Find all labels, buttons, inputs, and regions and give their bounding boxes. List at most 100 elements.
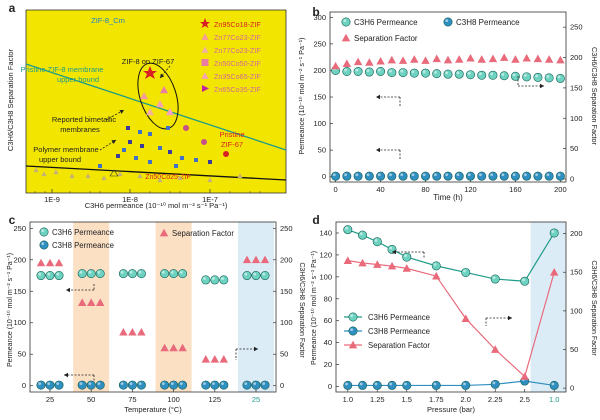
panel-b-c3h8-point: [342, 171, 352, 181]
panel-b-sf-point: [342, 59, 352, 67]
panel-b-c3h6-point-shine: [411, 70, 415, 74]
panel-d-ytick-label: 0: [328, 382, 332, 391]
panel-c-c3h6-point-shine: [203, 277, 206, 280]
polymer-marker-11: [237, 173, 243, 179]
panel-b-c3h8-point: [544, 171, 554, 181]
panel-b-c3h6-point-shine: [535, 74, 539, 78]
bimetallic-triangle-0: [140, 92, 148, 100]
panel-b-ylabel-left: Permeance (10⁻¹⁰ mol m⁻² s⁻¹ Pa⁻¹): [297, 37, 306, 154]
panel-b-c3h6-point: [398, 68, 408, 78]
panel-c-c3h8-point-shine: [221, 382, 224, 386]
panel-c-c3h8-point-shine: [47, 382, 51, 386]
panel-b-ytick-label: 150: [313, 93, 326, 102]
legend-b-c3h8-label: C3H8 Permeance: [456, 18, 520, 27]
panel-d-c3h8-point: [490, 379, 500, 389]
bimetallic-label-2: membranes: [60, 125, 100, 134]
panel-c-sf-point: [160, 343, 169, 352]
legend-c-c3h8-label: C3H8 Permeance: [52, 241, 114, 250]
panel-d-ytick-label: 80: [324, 294, 332, 303]
panel-d-c3h8-point-shine: [389, 382, 393, 386]
panel-d-xlabel: Pressure (bar): [427, 405, 475, 414]
panel-d-y2tick-label: 50: [570, 345, 578, 354]
panel-c-c3h8-point: [210, 380, 220, 390]
panel-d-y2tick-label: 100: [570, 306, 583, 315]
panel-b-c3h8-point: [421, 171, 431, 181]
panel-c-c3h6-point: [219, 275, 229, 285]
panel-c-c3h8-point: [242, 380, 252, 390]
panel-b-c3h8-point-shine: [411, 173, 415, 177]
bimetallic-triangle-4: [166, 108, 174, 116]
panel-c-c3h6-point-shine: [79, 270, 83, 274]
panel-b-c3h6-point-shine: [377, 68, 381, 72]
panel-c-y2tick-label: 250: [280, 224, 293, 233]
panel-c-sf-point: [96, 298, 105, 306]
legend-c-c3h6-marker: [39, 227, 49, 237]
panel-c-c3h8-point: [201, 380, 211, 390]
panel-d-ytick-label: 100: [319, 272, 332, 281]
polymer-marker-6: [117, 171, 123, 177]
legend-a-label-0: Zn95Co18-ZIF: [214, 20, 261, 29]
legend-a-label-2: Zn77Co23-ZIF: [214, 46, 261, 55]
panel-d-sf-point: [520, 372, 529, 380]
panel-c-c3h8-point-shine: [56, 382, 60, 386]
panel-b-c3h8-point-shine: [400, 173, 404, 177]
panel-d-y2tick-label: 200: [570, 229, 583, 238]
panel-c-xtick-label: 125: [209, 395, 222, 404]
legend-d-c3h6-label: C3H6 Permeance: [368, 313, 430, 322]
legend-b-c3h8-marker: [443, 17, 453, 27]
panel-c-ytick-label: 150: [13, 287, 26, 296]
panel-d-ytick-label: 60: [324, 316, 332, 325]
panel-d-c3h6-point-shine: [345, 226, 348, 230]
polymer-marker-9: [177, 175, 183, 181]
panel-c-c3h8-point: [45, 380, 55, 390]
panel-b-c3h8-point: [432, 171, 442, 181]
panel-c-ytick-label: 50: [18, 350, 26, 359]
polymer-marker-10: [207, 177, 213, 183]
panel-b-sf-point: [466, 53, 475, 62]
panel-b-sf-point: [365, 58, 374, 66]
panel-c-sf-point: [87, 298, 96, 306]
panel-b-arrow-left-2-head: [376, 147, 380, 153]
panel-b-c3h8-point-shine: [512, 173, 516, 177]
panel-d-c3h8-point-shine: [463, 382, 466, 386]
panel-d-c3h8-point: [549, 380, 559, 390]
panel-d-ylabel-right: C3H6/C3H8 Separation Factor: [590, 260, 597, 356]
panel-d-c3h8-point: [343, 380, 353, 390]
panel-b-ytick-label: 200: [313, 66, 326, 75]
legend-a-label-4: Zn35Co65-ZIF: [214, 72, 261, 81]
panel-d-xtick-label: 1.75: [429, 395, 444, 404]
panel-c-c3h8-point-shine: [79, 382, 83, 386]
reported-square-0: [128, 140, 132, 144]
panel-d-c3h6-point-shine: [389, 246, 393, 250]
panel-c-c3h6-point-shine: [88, 270, 92, 274]
panel-d-xtick-label: 1.0: [549, 395, 559, 404]
panel-d-arrow-1-head: [392, 249, 396, 255]
legend-a-star: [200, 18, 210, 28]
legend-c-c3h8-marker: [39, 240, 49, 250]
panel-b-c3h6-point: [342, 67, 352, 77]
panel-c-y2tick-label: 50: [280, 350, 288, 359]
reported-square-6: [168, 150, 172, 154]
panel-c-c3h8-point-shine: [170, 382, 174, 386]
panel-b-c3h8-point-shine: [344, 173, 347, 177]
panel-c-c3h6-point: [95, 269, 105, 279]
panel-b-y2tick-label: 250: [570, 23, 583, 32]
panel-a-ylabel: C3H6/C3H8 Separation Factor: [6, 48, 15, 151]
panel-b-c3h8-point: [409, 171, 419, 181]
panel-c-sf-point: [242, 255, 252, 264]
legend-c-sf-marker: [159, 228, 169, 237]
panel-b-c3h6-point-shine: [456, 71, 460, 75]
panel-d-sf-point: [373, 260, 382, 268]
panel-c-sf-point: [137, 327, 146, 336]
panel-b-y2tick-label: 150: [570, 83, 583, 92]
reported-square-12: [208, 160, 212, 164]
panel-c-c3h6-point: [54, 271, 64, 281]
panel-d-xtick-label: 2.0: [461, 395, 471, 404]
panel-b-y2tick-label: 100: [570, 114, 583, 123]
panel-d-xtick-label: 2.5: [519, 395, 529, 404]
panel-c-c3h6-point-shine: [47, 272, 51, 276]
panel-d-c3h8-point-shine: [374, 382, 378, 386]
legend-b-sf-label: Separation Factor: [354, 34, 418, 43]
panel-b-ytick-label: 50: [318, 146, 326, 155]
panel-b-sf-point: [488, 54, 498, 63]
